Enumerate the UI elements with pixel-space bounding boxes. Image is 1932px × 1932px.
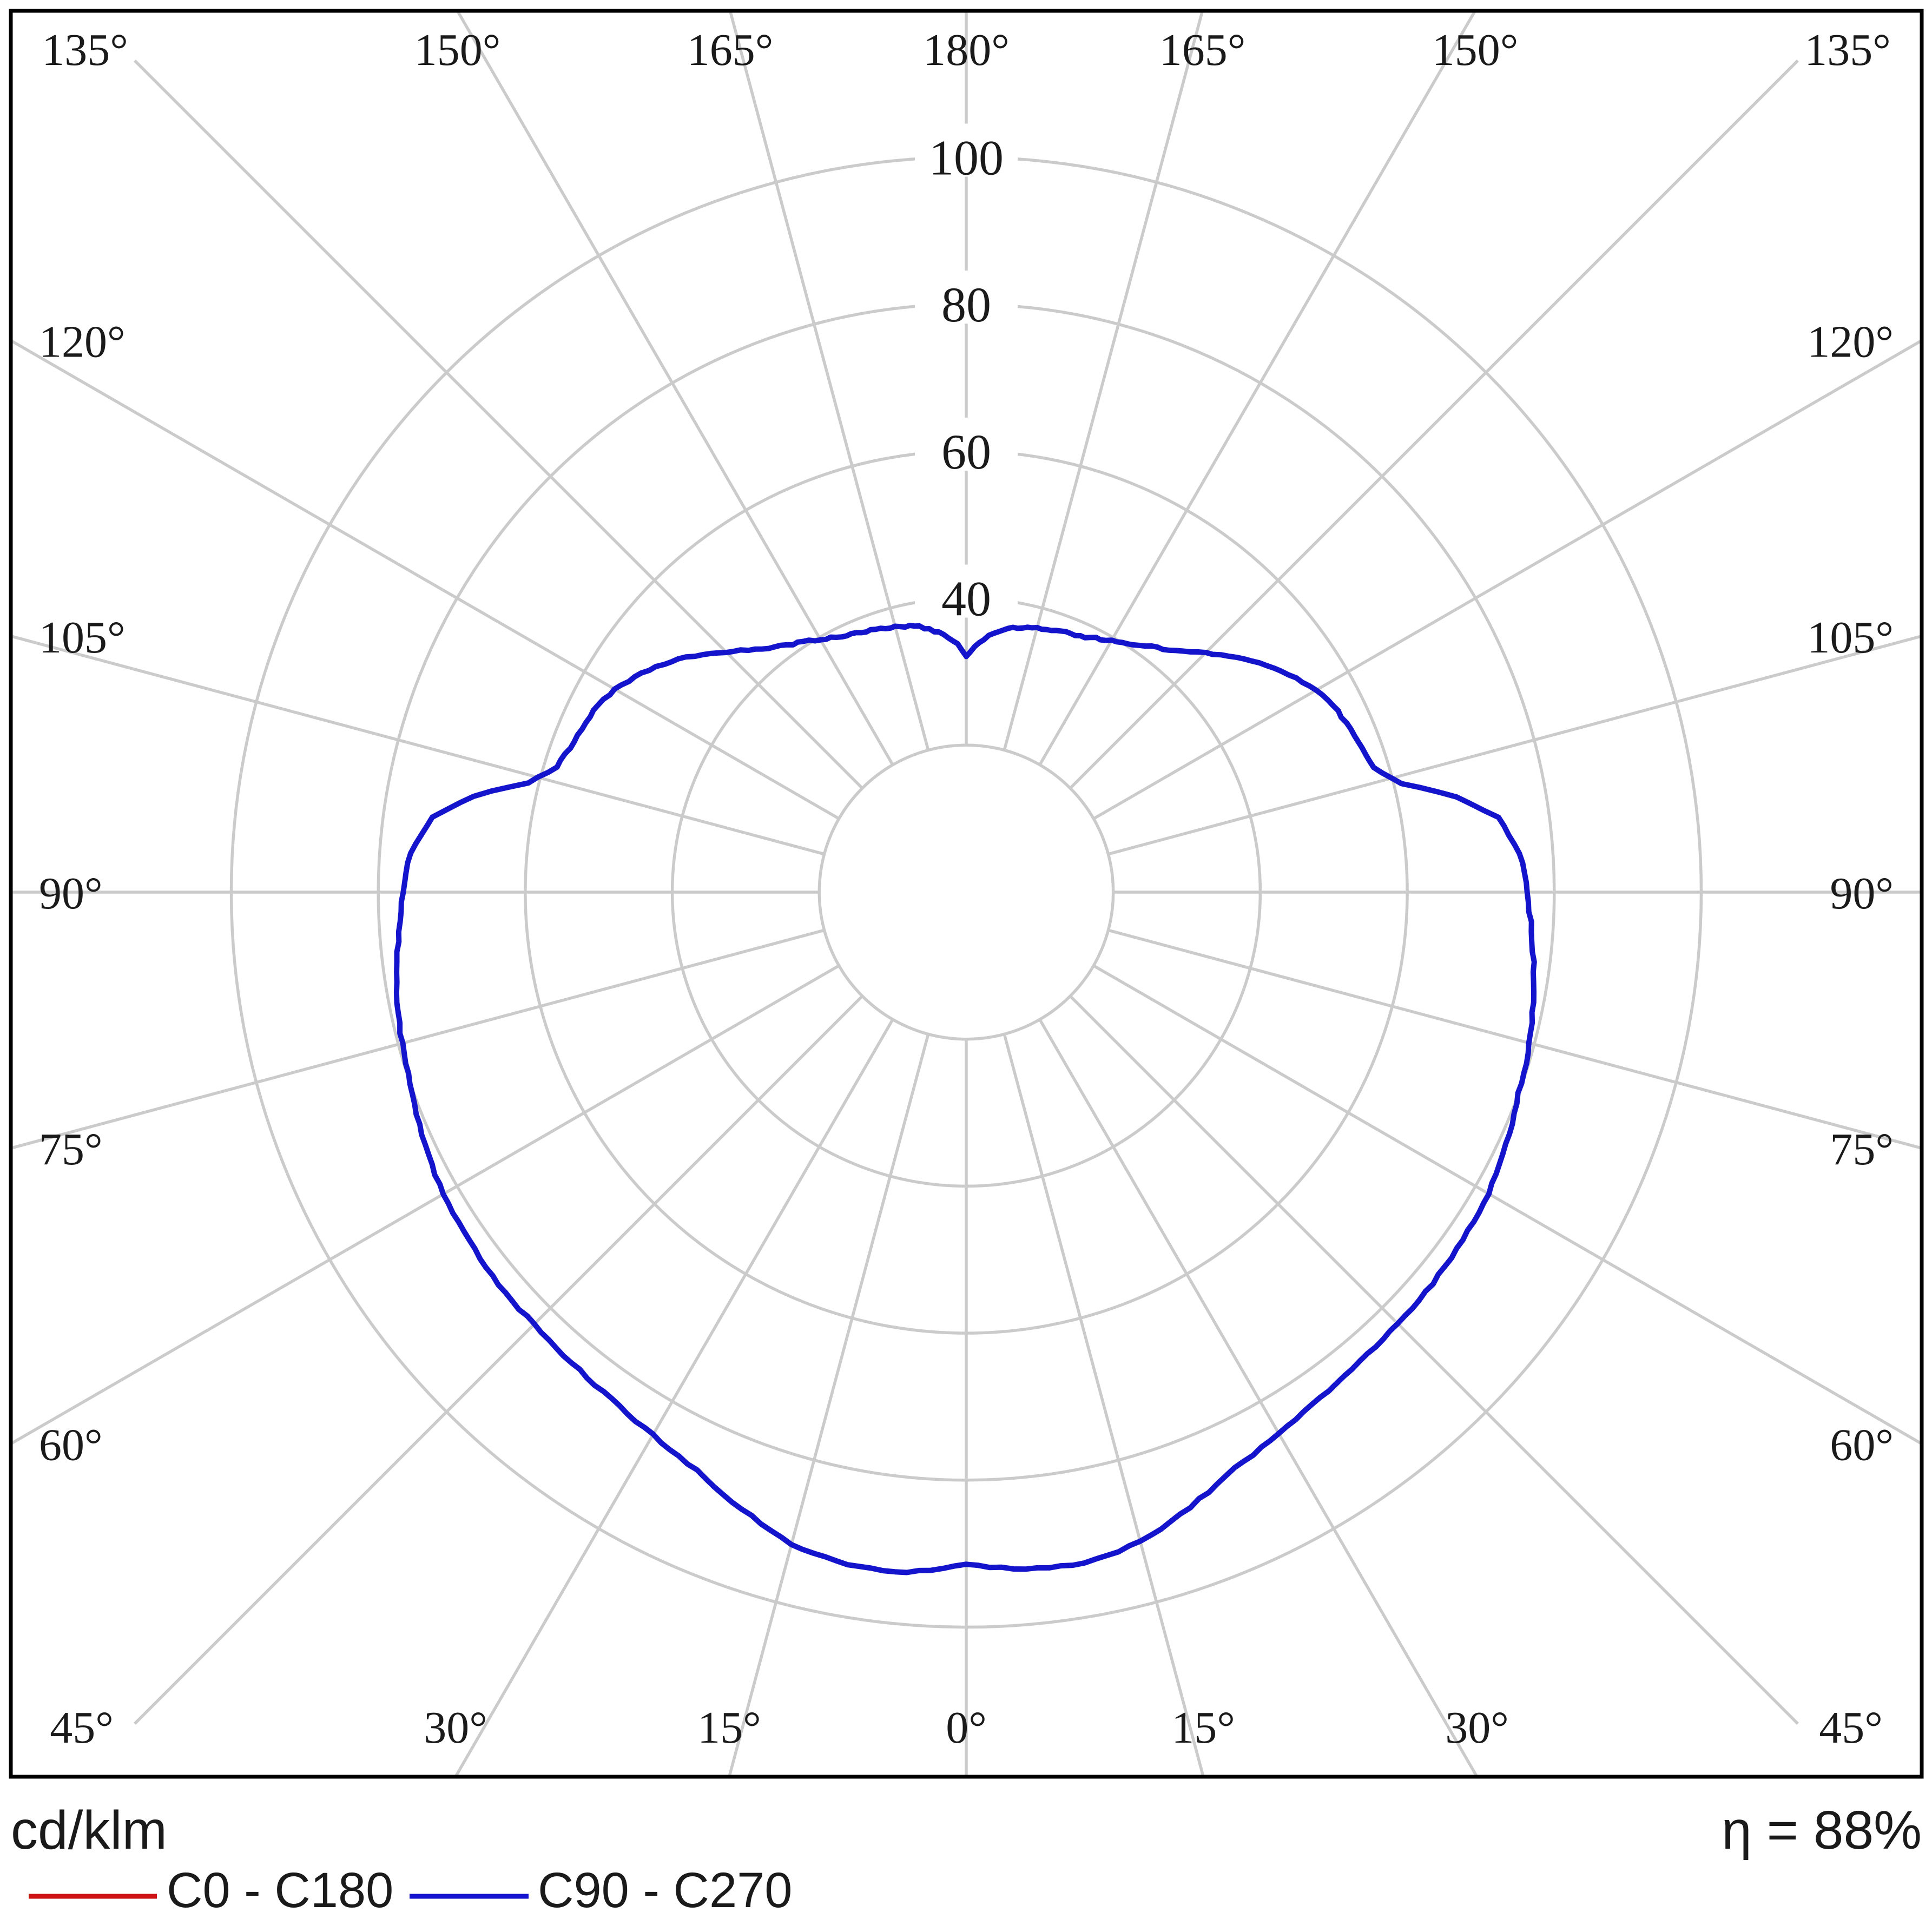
svg-text:15°: 15° xyxy=(697,1703,761,1753)
svg-text:C90 - C270: C90 - C270 xyxy=(538,1863,792,1918)
svg-text:15°: 15° xyxy=(1171,1703,1235,1753)
svg-text:90°: 90° xyxy=(39,868,103,919)
svg-text:90°: 90° xyxy=(1830,868,1894,919)
svg-text:cd/klm: cd/klm xyxy=(11,1800,167,1861)
svg-text:40: 40 xyxy=(941,571,991,627)
svg-text:0°: 0° xyxy=(946,1703,987,1753)
svg-text:150°: 150° xyxy=(1432,25,1519,75)
svg-text:120°: 120° xyxy=(1807,316,1894,367)
svg-text:75°: 75° xyxy=(39,1124,103,1175)
svg-text:165°: 165° xyxy=(1159,25,1246,75)
svg-text:C0 - C180: C0 - C180 xyxy=(167,1863,393,1918)
svg-text:60: 60 xyxy=(941,424,991,479)
svg-text:60°: 60° xyxy=(39,1420,103,1471)
svg-text:30°: 30° xyxy=(424,1703,487,1753)
svg-text:135°: 135° xyxy=(42,25,128,75)
svg-text:135°: 135° xyxy=(1804,25,1891,75)
svg-text:30°: 30° xyxy=(1445,1703,1509,1753)
svg-text:120°: 120° xyxy=(39,316,126,367)
svg-text:45°: 45° xyxy=(50,1703,114,1753)
svg-text:100: 100 xyxy=(929,130,1004,186)
svg-text:180°: 180° xyxy=(923,25,1010,75)
svg-text:75°: 75° xyxy=(1830,1124,1894,1175)
svg-text:η = 88%: η = 88% xyxy=(1722,1800,1922,1861)
svg-text:60°: 60° xyxy=(1830,1420,1894,1471)
svg-text:165°: 165° xyxy=(687,25,774,75)
svg-text:80: 80 xyxy=(941,277,991,332)
svg-text:45°: 45° xyxy=(1819,1703,1883,1753)
svg-text:150°: 150° xyxy=(414,25,501,75)
svg-text:105°: 105° xyxy=(1807,612,1894,663)
svg-text:105°: 105° xyxy=(39,612,126,663)
